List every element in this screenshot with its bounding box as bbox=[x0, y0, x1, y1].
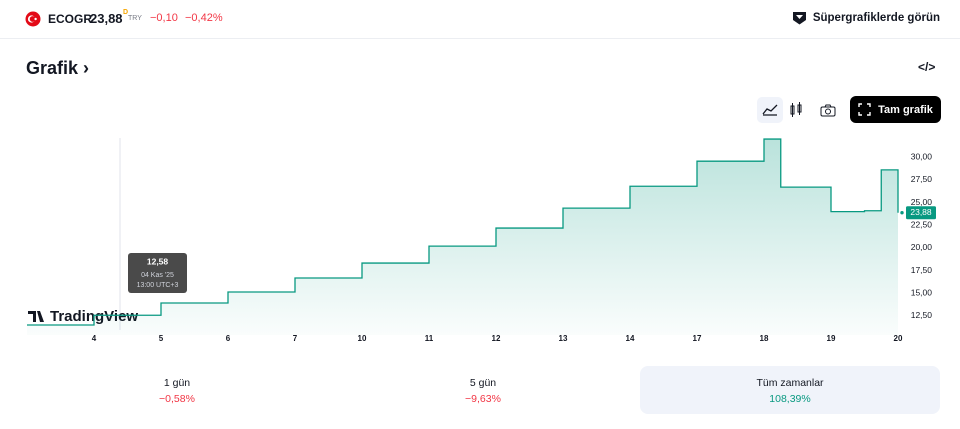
camera-icon bbox=[820, 104, 836, 116]
change: −0,10 bbox=[150, 12, 178, 24]
watermark-logo bbox=[28, 311, 44, 322]
line bbox=[27, 138, 899, 326]
y-tick-label: 27,50 bbox=[911, 174, 933, 184]
change-percent: −0,42% bbox=[185, 12, 223, 24]
candle-icon bbox=[790, 102, 802, 117]
y-tick-label: 30,00 bbox=[911, 151, 933, 161]
x-tick-label: 20 bbox=[894, 334, 903, 343]
x-tick-label: 12 bbox=[492, 334, 501, 343]
period-change: 108,39% bbox=[769, 393, 811, 405]
y-tick-label: 17,50 bbox=[911, 265, 933, 275]
y-tick-label: 15,00 bbox=[911, 288, 933, 298]
period-label: 1 gün bbox=[163, 377, 191, 389]
last-point bbox=[899, 210, 905, 216]
x-tick-label: 5 bbox=[159, 334, 164, 343]
supercharts-text: Süpergrafiklerde görün bbox=[812, 12, 940, 24]
area bbox=[27, 139, 898, 335]
section-title-text: Grafik bbox=[26, 58, 79, 78]
header: ECOGR 23,88 D TRY −0,10 −0,42% Süpergraf… bbox=[0, 0, 960, 39]
chart: TradingView12,5015,0017,5020,0022,5025,0… bbox=[27, 138, 936, 343]
symbol[interactable]: ECOGR bbox=[48, 12, 93, 26]
period-label: Tüm zamanlar bbox=[756, 377, 824, 389]
embed-button[interactable]: </> bbox=[918, 60, 936, 74]
tooltip-box bbox=[128, 253, 187, 293]
period-cell[interactable]: 5 gün −9,63% bbox=[333, 366, 633, 414]
x-tick-label: 14 bbox=[626, 334, 635, 343]
tooltip-value: 12,58 bbox=[147, 256, 169, 266]
x-tick-label: 18 bbox=[760, 334, 769, 343]
x-tick-label: 13 bbox=[559, 334, 568, 343]
fullscreen-icon bbox=[858, 103, 871, 116]
candle-chart-button[interactable] bbox=[783, 97, 809, 123]
tooltip: 12,58 04 Kas '25 13:00 UTC+3 bbox=[128, 253, 187, 293]
y-tick-label: 25,00 bbox=[911, 197, 933, 207]
line-icon bbox=[762, 104, 778, 116]
tooltip-date: 04 Kas '25 bbox=[141, 272, 174, 279]
line-chart-button[interactable] bbox=[757, 97, 783, 123]
section-title[interactable]: Grafik › bbox=[26, 58, 90, 78]
price-superscript: D bbox=[123, 9, 129, 16]
price: 23,88 bbox=[90, 11, 123, 26]
y-tick-label: 22,50 bbox=[911, 219, 933, 229]
period-cell[interactable]: Tüm zamanlar 108,39% bbox=[640, 366, 940, 414]
flag-icon bbox=[25, 11, 41, 27]
last-price-box bbox=[906, 206, 936, 220]
period-change: −0,58% bbox=[159, 393, 195, 405]
supercharts-link[interactable]: Süpergrafiklerde görün bbox=[792, 11, 940, 25]
period-label: 5 gün bbox=[469, 377, 497, 389]
screenshot-button[interactable] bbox=[815, 97, 841, 123]
x-tick-label: 11 bbox=[425, 334, 434, 343]
x-tick-label: 10 bbox=[358, 334, 367, 343]
period-change: −9,63% bbox=[465, 393, 501, 405]
x-tick-label: 19 bbox=[827, 334, 836, 343]
fullscreen-text: Tam grafik bbox=[878, 103, 933, 116]
currency: TRY bbox=[128, 15, 142, 22]
x-tick-label: 6 bbox=[226, 334, 231, 343]
x-tick-label: 17 bbox=[693, 334, 702, 343]
period-cell[interactable]: 1 gün −0,58% bbox=[27, 366, 327, 414]
x-tick-label: 7 bbox=[293, 334, 298, 343]
x-tick-label: 4 bbox=[92, 334, 97, 343]
y-tick-label: 12,50 bbox=[911, 310, 933, 320]
last-price-label: 23,88 bbox=[910, 207, 932, 217]
y-tick-label: 20,00 bbox=[911, 242, 933, 252]
supercharts-icon bbox=[792, 12, 806, 25]
fullscreen-button[interactable]: Tam grafik bbox=[850, 96, 941, 123]
tooltip-time: 13:00 UTC+3 bbox=[137, 282, 179, 289]
